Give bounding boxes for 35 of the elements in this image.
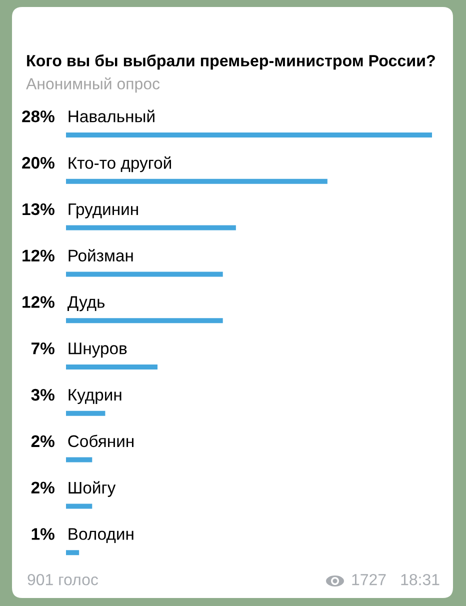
data-label: 2% bbox=[31, 482, 54, 494]
data-label: 12% bbox=[22, 250, 54, 262]
bar bbox=[66, 225, 236, 230]
data-label: 12% bbox=[22, 296, 54, 308]
data-label: 13% bbox=[22, 203, 54, 216]
y-tick-label: Шойгу bbox=[68, 481, 116, 497]
text: 901 голос bbox=[28, 574, 98, 586]
y-tick-label: Володин bbox=[68, 528, 134, 544]
bar bbox=[66, 178, 328, 184]
text: 18:31 bbox=[401, 574, 440, 586]
bar bbox=[66, 132, 432, 138]
text: 1727 bbox=[352, 574, 386, 586]
bar bbox=[66, 272, 223, 277]
y-tick-label: Ройзман bbox=[68, 248, 133, 262]
y-tick-label: Шнуров bbox=[68, 342, 127, 358]
bar bbox=[66, 364, 158, 370]
y-tick-label: Грудинин bbox=[68, 203, 138, 218]
data-label: 20% bbox=[22, 156, 54, 169]
data-label: 1% bbox=[32, 528, 54, 540]
data-label: 7% bbox=[32, 342, 54, 354]
data-label: 28% bbox=[22, 110, 54, 122]
y-tick-label: Навальный bbox=[68, 110, 154, 122]
y-tick-label: Кто-то другой bbox=[68, 156, 171, 172]
data-label: 3% bbox=[31, 388, 54, 401]
y-tick-label: Дудь bbox=[68, 296, 105, 312]
bar bbox=[66, 457, 92, 462]
chart-title: Кого вы бы выбрали премьер-министром России? bbox=[27, 54, 435, 70]
y-tick-label: Собянин bbox=[68, 434, 134, 448]
bar bbox=[66, 504, 92, 509]
data-label: 2% bbox=[31, 435, 54, 448]
y-tick-label: Кудрин bbox=[68, 389, 122, 404]
chart-subtitle: Анонимный опрос bbox=[26, 77, 160, 93]
bar bbox=[66, 550, 80, 556]
bar bbox=[66, 318, 223, 324]
bar bbox=[66, 410, 106, 416]
